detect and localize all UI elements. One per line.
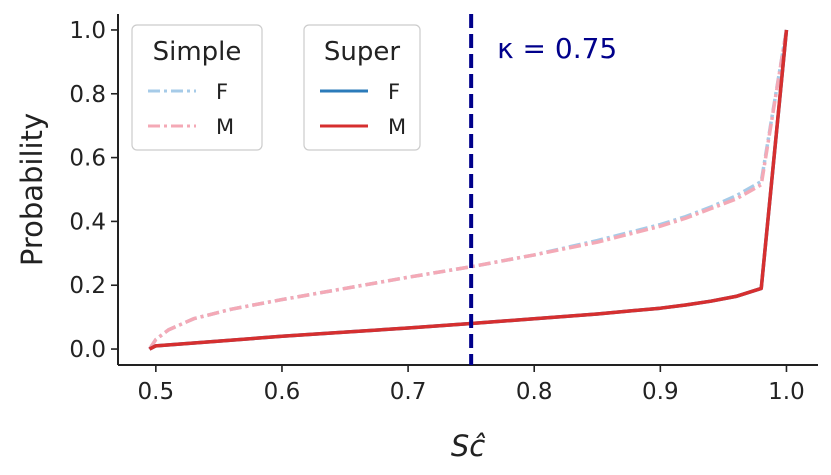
axes: 0.5 0.6 0.7 0.8 0.9 1.0 0.0 0.2 0.4 0.6 0.8 1.0 [69,14,818,405]
y-tick-label: 0.8 [69,82,106,108]
legend-simple: Simple FM [131,24,263,151]
x-tick-label: 0.7 [390,379,427,405]
legend-box [131,24,263,151]
y-axis-title: Probability [15,113,49,266]
series-line-simple-f [148,29,789,351]
legend-title: Super [324,37,400,67]
axis-titles: Sĉ Probability [15,113,485,463]
y-tick-label: 0.0 [69,337,106,363]
x-axis-title: Sĉ [451,429,485,463]
x-tick-label: 0.8 [516,379,553,405]
x-tick-label: 1.0 [768,379,805,405]
legend-label-f: F [216,80,228,104]
y-tick-label: 0.2 [69,273,106,299]
y-tick-label: 0.6 [69,146,106,172]
legend-box [303,24,421,151]
y-tick-label: 1.0 [69,18,106,44]
legend-label-m: M [216,115,234,139]
series-line-super-m [148,29,789,351]
x-tick-label: 0.6 [264,379,301,405]
threshold-marker: κ = 0.75 [469,14,617,365]
x-tick-label: 0.9 [642,379,679,405]
x-tick-label: 0.5 [138,379,175,405]
y-tick-label: 0.4 [69,209,106,235]
legend-label-m: M [388,115,406,139]
legend-label-f: F [388,80,400,104]
kappa-annotation: κ = 0.75 [497,32,617,65]
legend-title: Simple [153,37,242,67]
series-line-simple-m [148,29,789,351]
plot-series [148,29,789,351]
legend-super: Super FM [303,24,421,151]
